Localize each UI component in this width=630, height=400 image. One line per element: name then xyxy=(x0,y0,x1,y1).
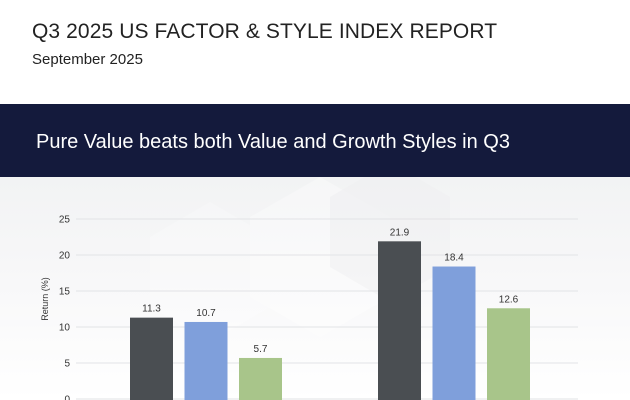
bar xyxy=(184,321,228,400)
bar-chart: 0 5 10 15 20 25 Return (%) 11.3 10.7 5.7 21.9 18.4… xyxy=(40,177,578,400)
bar xyxy=(432,266,476,400)
bar xyxy=(130,317,173,400)
report-date: September 2025 xyxy=(32,51,143,68)
bar xyxy=(378,241,421,400)
chart-area: 0 5 10 15 20 25 Return (%) 11.3 10.7 5.7 21.9 18.4… xyxy=(0,177,630,400)
bar-value-label: 10.7 xyxy=(196,308,216,319)
bar xyxy=(487,308,530,400)
data-labels: 11.3 10.7 5.7 21.9 18.4 12.6 xyxy=(142,227,519,355)
y-tick-label: 10 xyxy=(59,323,71,334)
bar-value-label: 5.7 xyxy=(254,344,268,355)
bar-value-label: 21.9 xyxy=(390,227,410,238)
y-tick-label: 5 xyxy=(64,359,70,370)
y-tick-label: 0 xyxy=(64,395,70,400)
banner-title: Pure Value beats both Value and Growth S… xyxy=(36,131,510,153)
report-title: Q3 2025 US FACTOR & STYLE INDEX REPORT xyxy=(32,20,498,43)
bar xyxy=(239,357,282,400)
y-axis: 0 5 10 15 20 25 Return (%) xyxy=(40,215,70,400)
bar-value-label: 11.3 xyxy=(142,304,161,315)
y-tick-label: 25 xyxy=(59,215,71,226)
y-tick-label: 15 xyxy=(59,287,71,298)
bars xyxy=(130,241,530,400)
section-banner: Pure Value beats both Value and Growth S… xyxy=(0,104,630,177)
bar-value-label: 18.4 xyxy=(444,253,464,264)
y-axis-title: Return (%) xyxy=(40,277,50,321)
y-tick-label: 20 xyxy=(59,251,71,262)
bar-value-label: 12.6 xyxy=(499,294,519,305)
